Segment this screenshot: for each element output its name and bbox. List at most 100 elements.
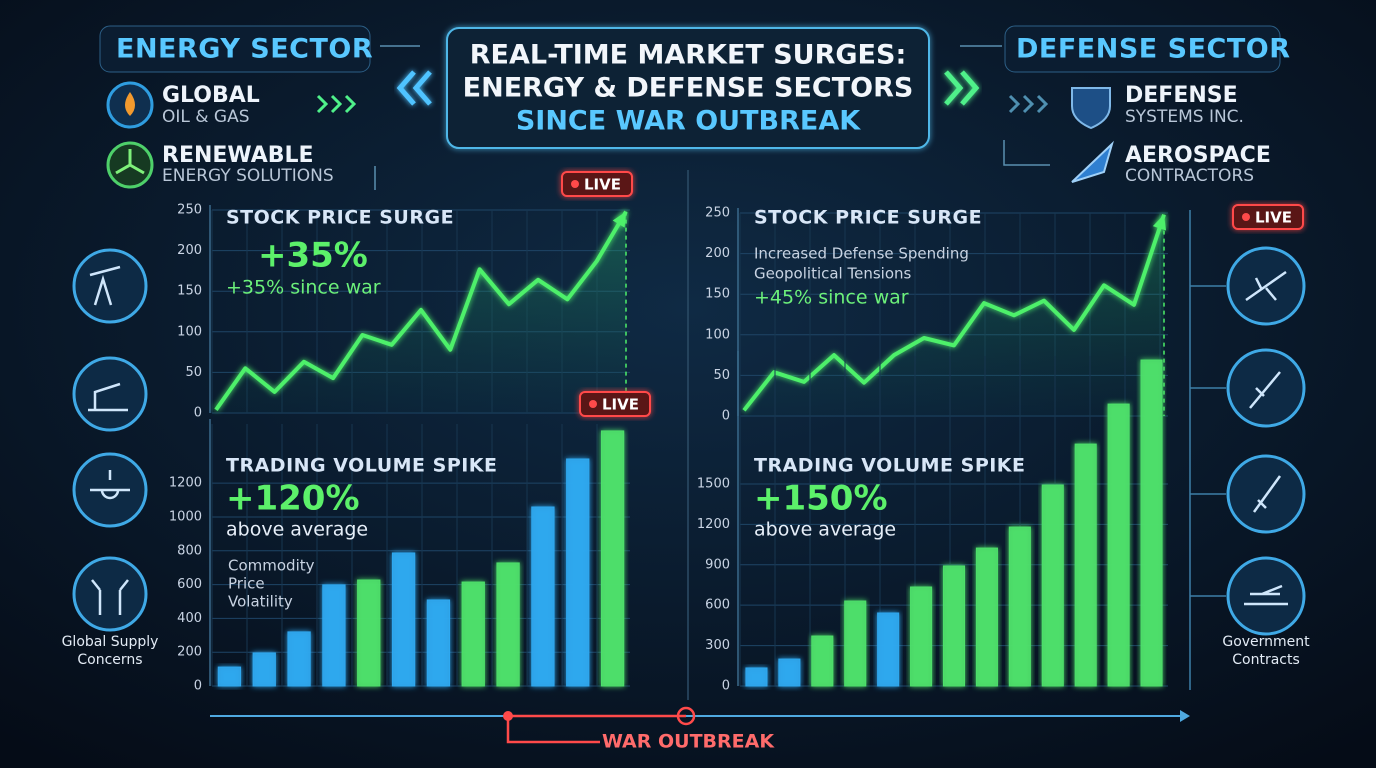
side-icon — [72, 556, 148, 632]
y-tick-label: 1200 — [697, 517, 730, 532]
bar — [461, 581, 485, 687]
y-tick-label: 150 — [705, 287, 730, 302]
y-tick-label: 250 — [705, 206, 730, 221]
bar — [426, 599, 451, 687]
bar — [811, 635, 834, 687]
bar — [391, 552, 416, 687]
y-tick-label: 0 — [194, 406, 202, 421]
live-label: LIVE — [584, 176, 621, 194]
bar — [910, 586, 933, 687]
side-icon — [72, 356, 148, 432]
company-detail: ENERGY SOLUTIONS — [162, 166, 334, 186]
bar — [877, 612, 900, 687]
bar — [1107, 403, 1130, 687]
side-icon — [1226, 556, 1306, 636]
bar — [778, 658, 801, 687]
header-box — [446, 27, 930, 149]
y-tick-label: 200 — [177, 645, 202, 660]
glyph — [1245, 270, 1287, 302]
header-title: ENERGY & DEFENSE SECTORS — [463, 73, 914, 104]
bar — [357, 579, 381, 687]
glyph — [90, 470, 130, 500]
y-tick-label: 800 — [177, 543, 202, 558]
y-tick-label: 50 — [185, 365, 202, 380]
line — [742, 213, 1166, 412]
y-tick-label: 400 — [177, 611, 202, 626]
chevron — [396, 70, 432, 106]
annotation: Price — [228, 575, 265, 593]
war-marker — [676, 706, 696, 726]
live-label: LIVE — [1255, 209, 1292, 227]
connector — [374, 45, 1050, 190]
bar — [1008, 526, 1031, 687]
line-arrowhead — [1152, 214, 1167, 231]
charts: 0 50 100 150 200 250 STOCK PRICE SURGE +35%+35%… — [169, 171, 1304, 694]
live-dot — [1242, 213, 1250, 221]
bar — [252, 652, 276, 687]
y-tick-label: 1200 — [169, 476, 202, 491]
y-tick-label: 600 — [177, 577, 202, 592]
chart-title: TRADING VOLUME SPIKE — [754, 455, 1026, 477]
live-dot — [589, 400, 597, 408]
subline: +45% since war — [754, 287, 909, 309]
live-badge — [561, 171, 633, 197]
annotation: Commodity — [228, 557, 315, 575]
bar — [1041, 484, 1064, 687]
chart-title: STOCK PRICE SURGE — [754, 207, 982, 229]
header-title: REAL-TIME MARKET SURGES: — [470, 40, 907, 71]
headline: +150% — [754, 479, 888, 519]
company-name: GLOBAL — [162, 83, 260, 108]
bar — [1140, 359, 1163, 687]
company-name: RENEWABLE — [162, 143, 314, 168]
glyph — [1249, 371, 1281, 409]
bar — [975, 547, 998, 687]
glyph — [89, 265, 121, 306]
bar — [745, 667, 768, 687]
y-tick-label: 200 — [177, 243, 202, 258]
y-tick-label: 600 — [705, 598, 730, 613]
headline: +35% — [258, 236, 368, 276]
subline: +35% since war — [226, 277, 381, 299]
war-marker — [506, 714, 686, 744]
side-caption: Contracts — [1232, 652, 1300, 668]
y-tick-label: 900 — [705, 557, 730, 572]
side-icon — [72, 248, 148, 324]
war-marker — [503, 711, 513, 721]
y-tick-label: 250 — [177, 203, 202, 218]
subline: above average — [226, 519, 368, 541]
bar — [942, 565, 966, 687]
y-tick-label: 100 — [177, 324, 202, 339]
annotation: Increased Defense Spending — [754, 245, 969, 263]
sector-box — [1004, 25, 1281, 73]
live-badge — [579, 391, 651, 417]
line-arrowhead — [612, 211, 626, 228]
bar — [531, 506, 555, 687]
company-name: DEFENSE — [1125, 83, 1238, 108]
live-dot — [571, 180, 579, 188]
live-badge — [1232, 204, 1304, 230]
y-tick-label: 0 — [722, 679, 730, 694]
company-detail: CONTRACTORS — [1125, 166, 1254, 186]
company-detail: OIL & GAS — [162, 107, 250, 127]
company-icon — [1071, 140, 1114, 183]
y-tick-label: 300 — [705, 638, 730, 653]
glyph — [88, 382, 128, 412]
company-icon — [1071, 87, 1111, 130]
bar — [322, 584, 346, 687]
chevron — [944, 70, 980, 106]
war-label: WAR OUTBREAK — [602, 731, 775, 753]
glyph — [91, 579, 129, 615]
chevron — [316, 94, 357, 114]
side-caption: Concerns — [77, 652, 142, 668]
company-icon — [125, 92, 135, 116]
y-tick-label: 50 — [713, 368, 730, 383]
chart-title: STOCK PRICE SURGE — [226, 207, 454, 229]
company-name: AEROSPACE — [1125, 143, 1271, 168]
connector — [1189, 210, 1226, 690]
timeline-arrow — [1180, 710, 1190, 722]
bar — [217, 666, 242, 687]
sector-box — [99, 25, 371, 73]
bar — [287, 631, 311, 687]
y-tick-label: 0 — [722, 409, 730, 424]
